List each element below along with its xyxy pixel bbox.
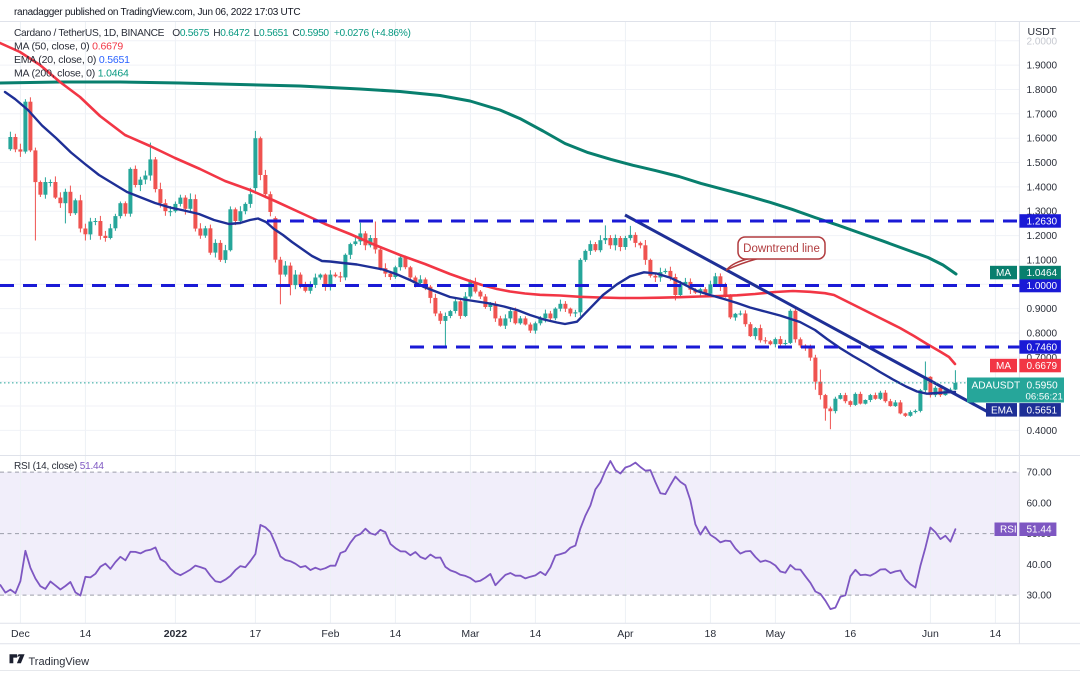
svg-text:40.00: 40.00: [1027, 560, 1052, 571]
svg-text:1.2000: 1.2000: [1027, 231, 1058, 242]
svg-text:1.8000: 1.8000: [1027, 85, 1058, 96]
svg-text:17: 17: [250, 628, 262, 640]
svg-text:TradingView: TradingView: [29, 656, 90, 668]
svg-text:MA: MA: [996, 361, 1011, 372]
svg-text:2022: 2022: [164, 628, 188, 640]
svg-text:MA: MA: [996, 268, 1011, 279]
svg-text:1.5000: 1.5000: [1027, 158, 1058, 169]
svg-text:14: 14: [530, 628, 542, 640]
svg-text:2.0000: 2.0000: [1027, 36, 1058, 47]
svg-text:60.00: 60.00: [1027, 498, 1052, 509]
svg-text:Mar: Mar: [461, 628, 480, 640]
svg-text:Jun: Jun: [922, 628, 939, 640]
svg-text:Apr: Apr: [617, 628, 634, 640]
svg-text:0.5950: 0.5950: [1027, 381, 1058, 392]
svg-text:16: 16: [845, 628, 857, 640]
svg-text:EMA (20, close, 0) 0.5651: EMA (20, close, 0) 0.5651: [14, 54, 130, 66]
svg-text:Feb: Feb: [321, 628, 339, 640]
svg-text:0.8000: 0.8000: [1027, 329, 1058, 340]
svg-text:1.2630: 1.2630: [1027, 217, 1058, 228]
svg-text:RSI: RSI: [1000, 525, 1017, 536]
svg-text:0.7000: 0.7000: [1027, 353, 1058, 364]
svg-text:May: May: [765, 628, 786, 640]
svg-text:MA (50, close, 0) 0.6679: MA (50, close, 0) 0.6679: [14, 41, 123, 53]
svg-text:Dec: Dec: [11, 628, 30, 640]
svg-text:ranadagger published on Tradin: ranadagger published on TradingView.com,…: [14, 7, 300, 18]
svg-text:14: 14: [990, 628, 1002, 640]
svg-text:ADAUSDT: ADAUSDT: [972, 381, 1021, 392]
svg-text:MA (200, close, 0) 1.0464: MA (200, close, 0) 1.0464: [14, 68, 129, 80]
svg-text:1.4000: 1.4000: [1027, 182, 1058, 193]
svg-text:EMA: EMA: [991, 405, 1013, 416]
svg-text:1.0464: 1.0464: [1027, 268, 1058, 279]
svg-text:51.44: 51.44: [1027, 525, 1052, 536]
svg-text:0.7460: 0.7460: [1027, 343, 1058, 354]
svg-text:06:56:21: 06:56:21: [1026, 392, 1063, 403]
svg-text:0.6679: 0.6679: [1027, 361, 1058, 372]
svg-text:18: 18: [705, 628, 717, 640]
svg-text:Downtrend line: Downtrend line: [743, 243, 820, 255]
svg-text:1.1000: 1.1000: [1027, 255, 1058, 266]
svg-text:14: 14: [390, 628, 402, 640]
svg-text:0.5651: 0.5651: [1027, 405, 1058, 416]
svg-text:1.6000: 1.6000: [1027, 134, 1058, 145]
svg-text:1.3000: 1.3000: [1027, 207, 1058, 218]
svg-text:1.0000: 1.0000: [1027, 281, 1058, 292]
svg-text:30.00: 30.00: [1027, 591, 1052, 602]
svg-text:1.9000: 1.9000: [1027, 61, 1058, 72]
svg-text:0.9000: 0.9000: [1027, 304, 1058, 315]
svg-text:14: 14: [80, 628, 92, 640]
svg-text:0.4000: 0.4000: [1027, 426, 1058, 437]
svg-text:RSI (14, close) 51.44: RSI (14, close) 51.44: [14, 461, 104, 472]
svg-text:USDT: USDT: [1028, 26, 1057, 38]
svg-text:70.00: 70.00: [1027, 468, 1052, 479]
svg-text:Cardano / TetherUS, 1D, BINANC: Cardano / TetherUS, 1D, BINANCE O0.5675 H0…: [14, 28, 411, 39]
svg-text:1.7000: 1.7000: [1027, 109, 1058, 120]
